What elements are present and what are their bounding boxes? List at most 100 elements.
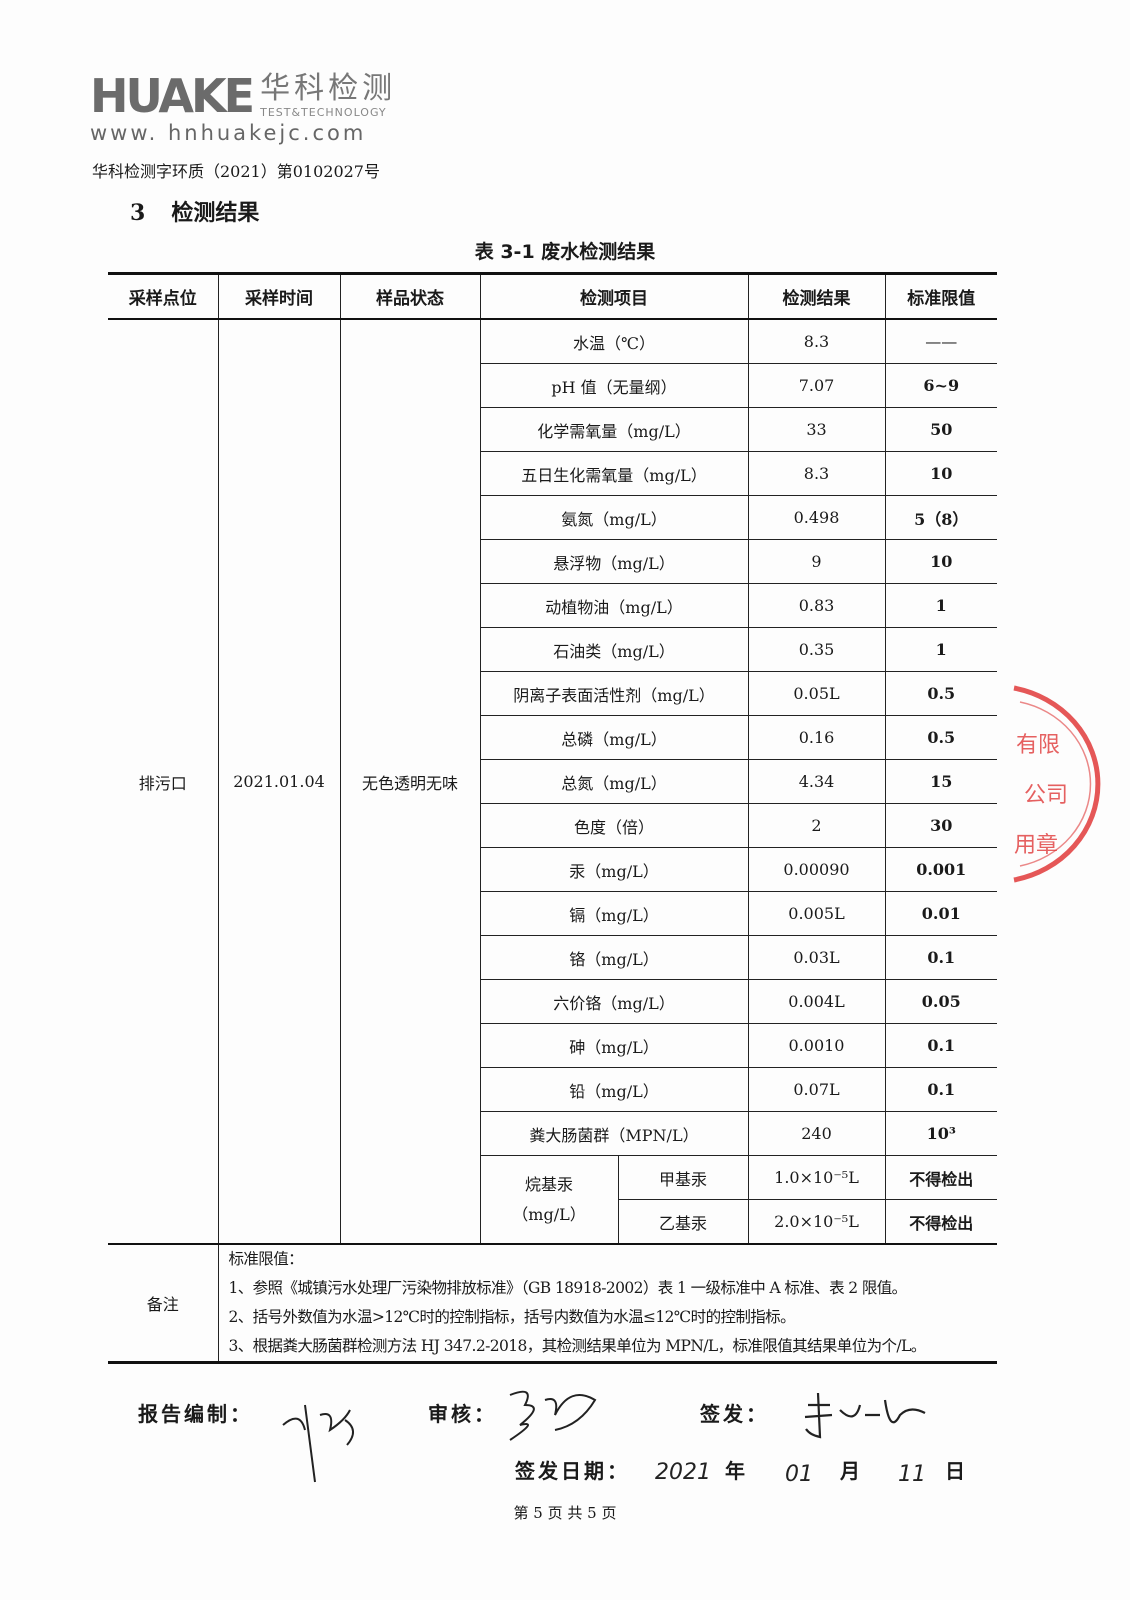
table-row: 动植物油（mg/L） 0.83 1 (108, 583, 997, 628)
reviewer-label: 审核： (428, 1402, 497, 1426)
compiler-signature (282, 1404, 354, 1483)
compiler-label: 报告编制： (138, 1402, 253, 1426)
test-item: 水温（℃） (479, 318, 749, 364)
report-number: 华科检测字环质（2021）第0102027号 (92, 162, 380, 181)
header-cell: 标准限值 (884, 272, 997, 320)
test-item: 动植物油（mg/L） (479, 583, 749, 628)
test-result: 0.00090 (747, 847, 886, 892)
logo-brand: HUAKE (90, 69, 255, 123)
test-result: 0.05L (747, 671, 886, 716)
table-row: 氨氮（mg/L） 0.498 5（8） (108, 495, 997, 540)
standard-limit: 30 (884, 803, 997, 848)
logo-website: www. hnhuakejc.com (90, 121, 367, 145)
note-line: 3、根据粪大肠菌群检测方法 HJ 347.2-2018，其检测结果单位为 MPN… (228, 1337, 927, 1355)
section-heading: 3 检测结果 (130, 195, 259, 227)
year-unit: 年 (725, 1459, 748, 1483)
test-result: 1.0×10⁻⁵L (747, 1155, 886, 1200)
test-result: 9 (747, 539, 886, 584)
standard-limit: 10³ (884, 1111, 997, 1156)
test-item: 石油类（mg/L） (479, 627, 749, 672)
month-unit: 月 (840, 1459, 863, 1483)
svg-text:用章: 用章 (1014, 833, 1058, 858)
issue-year: 2021 (655, 1460, 711, 1485)
table-row: 五日生化需氧量（mg/L） 8.3 10 (108, 451, 997, 496)
header-cell: 采样点位 (108, 272, 219, 320)
note-line: 1、参照《城镇污水处理厂污染物排放标准》（GB 18918-2002）表 1 一… (228, 1279, 908, 1297)
standard-limit: 0.1 (884, 1023, 997, 1068)
test-result: 2 (747, 803, 886, 848)
table-row: 汞（mg/L） 0.00090 0.001 (108, 847, 997, 892)
test-item: 六价铬（mg/L） (479, 979, 749, 1024)
table-row: 排污口 2021.01.04 无色透明无味 水温（℃） 8.3 —— (108, 318, 997, 1245)
header-cell: 检测项目 (479, 272, 749, 320)
test-item: 汞（mg/L） (479, 847, 749, 892)
test-result: 0.004L (747, 979, 886, 1024)
section-title: 检测结果 (171, 201, 260, 226)
table-row: 六价铬（mg/L） 0.004L 0.05 (108, 979, 997, 1024)
test-item: 镉（mg/L） (479, 891, 749, 936)
note-line: 2、括号外数值为水温>12℃时的控制指标，括号内数值为水温≤12℃时的控制指标。 (228, 1308, 796, 1326)
logo-en: TEST&TECHNOLOGY (260, 106, 387, 119)
test-item: 化学需氧量（mg/L） (479, 407, 749, 452)
standard-limit: 1 (884, 583, 997, 628)
table-row: 乙基汞 2.0×10⁻⁵L 不得检出 (108, 1199, 997, 1245)
table-row: 色度（倍） 2 30 (108, 803, 997, 848)
results-table: 采样点位 采样时间 样品状态 检测项目 检测结果 标准限值 排污口 2021.01… (108, 272, 997, 1364)
standard-limit: 0.1 (884, 935, 997, 980)
standard-limit: —— (884, 318, 997, 364)
test-result: 2.0×10⁻⁵L (747, 1199, 886, 1245)
test-result: 0.03L (747, 935, 886, 980)
test-item: 总磷（mg/L） (479, 715, 749, 760)
table-row: 阴离子表面活性剂（mg/L） 0.05L 0.5 (108, 671, 997, 716)
test-result: 0.005L (747, 891, 886, 936)
standard-limit: 6~9 (884, 363, 997, 408)
header-cell: 样品状态 (339, 272, 481, 320)
test-item: 五日生化需氧量（mg/L） (479, 451, 749, 496)
standard-limit: 10 (884, 451, 997, 496)
test-result: 0.0010 (747, 1023, 886, 1068)
official-stamp: 有限 公司 用章 (1013, 685, 1101, 883)
table-row: 总氮（mg/L） 4.34 15 (108, 759, 997, 804)
notes-row: 备注 标准限值： 1、参照《城镇污水处理厂污染物排放标准》（GB 18918-200… (108, 1243, 997, 1364)
standard-limit: 50 (884, 407, 997, 452)
sample-time: 2021.01.04 (217, 318, 341, 1245)
notes-content: 标准限值： 1、参照《城镇污水处理厂污染物排放标准》（GB 18918-2002）… (217, 1243, 997, 1364)
test-item: 铬（mg/L） (479, 935, 749, 980)
day-unit: 日 (945, 1459, 968, 1483)
standard-limit: 0.05 (884, 979, 997, 1024)
company-logo: HUAKE 华科检测 TEST&TECHNOLOGY www. hnhuakej… (90, 72, 396, 146)
test-item: 铅（mg/L） (479, 1067, 749, 1112)
test-result: 0.07L (747, 1067, 886, 1112)
issue-date-label: 签发日期： (515, 1459, 630, 1483)
table-row: 铅（mg/L） 0.07L 0.1 (108, 1067, 997, 1112)
standard-limit: 0.1 (884, 1067, 997, 1112)
svg-text:公司: 公司 (1024, 783, 1068, 808)
standard-limit: 0.5 (884, 671, 997, 716)
test-item: 阴离子表面活性剂（mg/L） (479, 671, 749, 716)
test-result: 4.34 (747, 759, 886, 804)
reviewer-signature (509, 1390, 597, 1441)
issue-day: 11 (898, 1462, 926, 1487)
standard-limit: 不得检出 (884, 1199, 997, 1245)
standard-limit: 5（8） (884, 495, 997, 540)
table-title: 表 3-1 废水检测结果 (474, 241, 656, 263)
test-item: 乙基汞 (617, 1199, 749, 1245)
test-item: 色度（倍） (479, 803, 749, 848)
issuer-signature (804, 1392, 926, 1439)
test-item: 悬浮物（mg/L） (479, 539, 749, 584)
table-row: 粪大肠菌群（MPN/L） 240 10³ (108, 1111, 997, 1156)
test-item: pH 值（无量纲） (479, 363, 749, 408)
page-footer: 第 5 页 共 5 页 (513, 1504, 617, 1522)
table-row: 总磷（mg/L） 0.16 0.5 (108, 715, 997, 760)
sample-point: 排污口 (108, 318, 219, 1245)
test-result: 0.83 (747, 583, 886, 628)
test-result: 0.498 (747, 495, 886, 540)
test-result: 8.3 (747, 451, 886, 496)
section-number: 3 (130, 200, 146, 226)
alkyl-mercury-group: 烷基汞 （mg/L） (479, 1155, 619, 1245)
table-row: 石油类（mg/L） 0.35 1 (108, 627, 997, 672)
note-line: 标准限值： (228, 1250, 304, 1268)
test-item: 总氮（mg/L） (479, 759, 749, 804)
test-result: 33 (747, 407, 886, 452)
standard-limit: 10 (884, 539, 997, 584)
